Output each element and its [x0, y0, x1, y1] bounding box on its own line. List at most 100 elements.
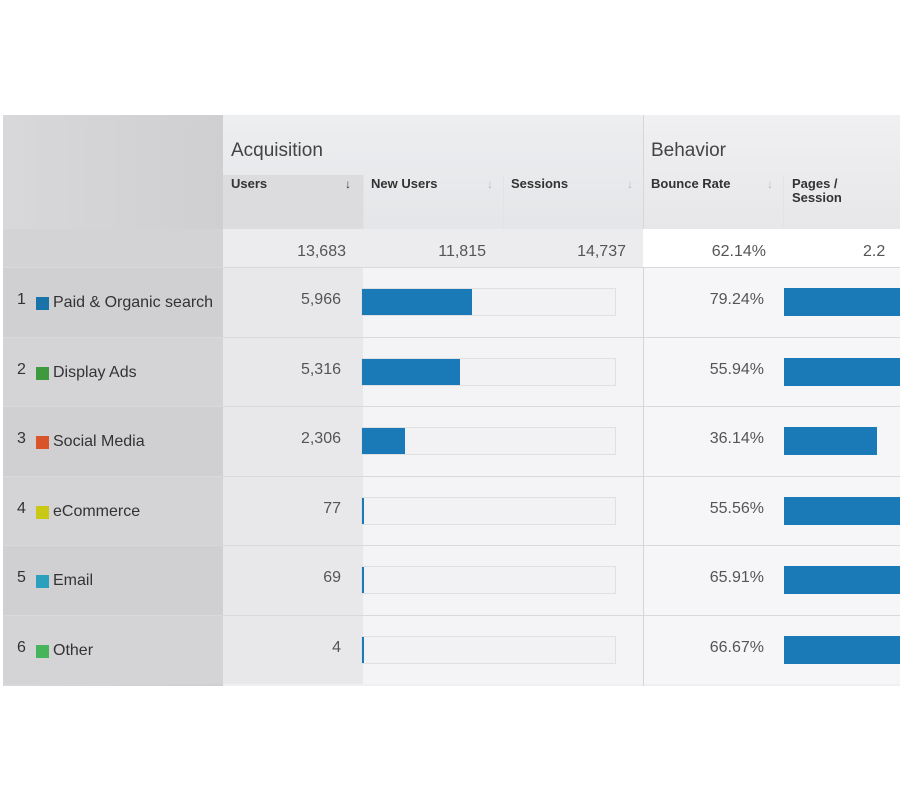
- series-color-swatch: [36, 575, 49, 588]
- users-share-bar-fill: [362, 428, 405, 454]
- row-number: 1: [17, 291, 26, 308]
- channel-label[interactable]: eCommerce: [53, 502, 141, 520]
- sort-desc-icon[interactable]: ↓: [345, 177, 351, 191]
- group-divider: [643, 545, 644, 615]
- users-share-bar: [361, 566, 616, 594]
- users-cell: [223, 336, 363, 406]
- users-value: 2,306: [300, 430, 341, 447]
- table-row[interactable]: 3 Social Media 2,306 36.14%: [3, 406, 900, 476]
- channel-label[interactable]: Email: [53, 572, 94, 589]
- pages-session-bar: [784, 288, 900, 316]
- pages-session-bar: [784, 496, 900, 525]
- series-color-swatch: [36, 436, 49, 449]
- bounce-total-cell: [643, 229, 783, 267]
- table-row[interactable]: 1 Paid & Organic search 5,966 79.24%: [3, 267, 900, 337]
- channel-label[interactable]: Paid & Organic search: [53, 294, 214, 311]
- bounce-cell: [643, 475, 783, 545]
- users-share-bar: [361, 496, 616, 525]
- table-row[interactable]: 2 Display Ads 5,316 55.94%: [3, 336, 900, 406]
- totals-label-cell: [3, 229, 223, 267]
- sort-icon[interactable]: ↓: [627, 177, 633, 191]
- bounce-cell: [643, 406, 783, 476]
- users-share-bar-fill: [362, 567, 364, 593]
- bounce-rate-column-header[interactable]: Bounce Rate: [651, 177, 761, 191]
- analytics-report-table: Acquisition Behavior Users ↓ New Users ↓…: [3, 115, 900, 686]
- users-share-bar: [361, 427, 616, 455]
- table-row[interactable]: 4 eCommerce 77 55.56%: [3, 475, 900, 545]
- bounce-cell: [643, 336, 783, 406]
- series-color-swatch: [36, 505, 49, 519]
- new-users-header-label: New Users: [371, 176, 438, 191]
- series-color-swatch: [36, 297, 49, 310]
- table-body: 1 Paid & Organic search 5,966 79.24% 2 Displa…: [3, 267, 900, 686]
- row-divider: [3, 406, 900, 407]
- users-cell: [223, 614, 363, 684]
- channel-label[interactable]: Other: [53, 641, 94, 659]
- channel-label[interactable]: Display Ads: [53, 363, 137, 381]
- users-value: 4: [332, 638, 341, 656]
- bounce-cell: [643, 267, 783, 337]
- row-number: 3: [17, 430, 26, 447]
- group-divider: [643, 336, 644, 406]
- total-sessions: 14,737: [577, 243, 626, 260]
- sessions-total-cell: [503, 229, 643, 267]
- row-number: 4: [17, 499, 26, 517]
- acquisition-title: Acquisition: [231, 140, 323, 161]
- group-divider: [643, 475, 644, 545]
- behavior-title: Behavior: [651, 140, 726, 161]
- users-cell: [223, 267, 363, 337]
- total-new-users: 11,815: [438, 243, 486, 260]
- users-share-bar-fill: [362, 497, 364, 524]
- users-share-bar-fill: [362, 358, 461, 385]
- bounce-rate-value: 55.94%: [709, 360, 764, 378]
- pages-session-bar: [784, 357, 900, 386]
- table-row[interactable]: 6 Other 4 66.67%: [3, 614, 900, 684]
- sessions-header-label: Sessions: [511, 176, 569, 191]
- bounce-rate-value: 55.56%: [709, 499, 764, 517]
- bounce-cell: [643, 614, 783, 684]
- bounce-rate-value: 65.91%: [709, 569, 764, 586]
- users-value: 77: [323, 499, 341, 517]
- users-column-header[interactable]: Users: [231, 177, 351, 191]
- pages-session-header-label: Pages / Session: [792, 176, 842, 205]
- channel-label[interactable]: Social Media: [53, 433, 145, 450]
- users-value: 69: [323, 569, 341, 586]
- row-number: 6: [17, 638, 26, 656]
- row-divider: [3, 336, 900, 338]
- group-divider: [643, 267, 644, 337]
- new-users-column-header[interactable]: New Users: [371, 177, 481, 191]
- row-divider: [3, 475, 900, 477]
- users-cell: [223, 475, 363, 545]
- users-cell: [223, 545, 363, 615]
- group-divider: [643, 614, 644, 684]
- users-total-cell: [223, 229, 363, 267]
- bounce-cell: [643, 545, 783, 615]
- bounce-rate-value: 66.67%: [709, 638, 764, 656]
- users-cell: [223, 406, 363, 476]
- users-value: 5,966: [300, 291, 341, 308]
- total-pages-session: 2.2: [863, 243, 886, 260]
- sessions-column-header[interactable]: Sessions: [511, 177, 621, 191]
- row-number: 5: [17, 569, 26, 586]
- users-header-label: Users: [231, 176, 268, 191]
- series-color-swatch: [36, 366, 49, 380]
- row-number: 2: [17, 360, 26, 378]
- group-divider: [643, 406, 644, 476]
- pages-session-column-header[interactable]: Pages / Session: [792, 177, 862, 205]
- users-value: 5,316: [300, 360, 341, 378]
- bounce-rate-header-label: Bounce Rate: [651, 176, 731, 191]
- table-row[interactable]: 5 Email 69 65.91%: [3, 545, 900, 615]
- users-share-bar: [361, 288, 616, 316]
- divider: [363, 175, 364, 267]
- bounce-rate-value: 79.24%: [709, 291, 764, 308]
- row-divider: [3, 545, 900, 546]
- sort-icon[interactable]: ↓: [487, 177, 493, 191]
- users-share-bar-fill: [362, 636, 364, 663]
- divider: [503, 175, 504, 267]
- bounce-rate-value: 36.14%: [709, 430, 764, 447]
- sort-icon[interactable]: ↓: [767, 177, 773, 191]
- total-users: 13,683: [297, 243, 346, 260]
- users-share-bar-fill: [362, 289, 473, 315]
- pages-total-cell: [783, 229, 900, 267]
- row-divider: [3, 267, 900, 268]
